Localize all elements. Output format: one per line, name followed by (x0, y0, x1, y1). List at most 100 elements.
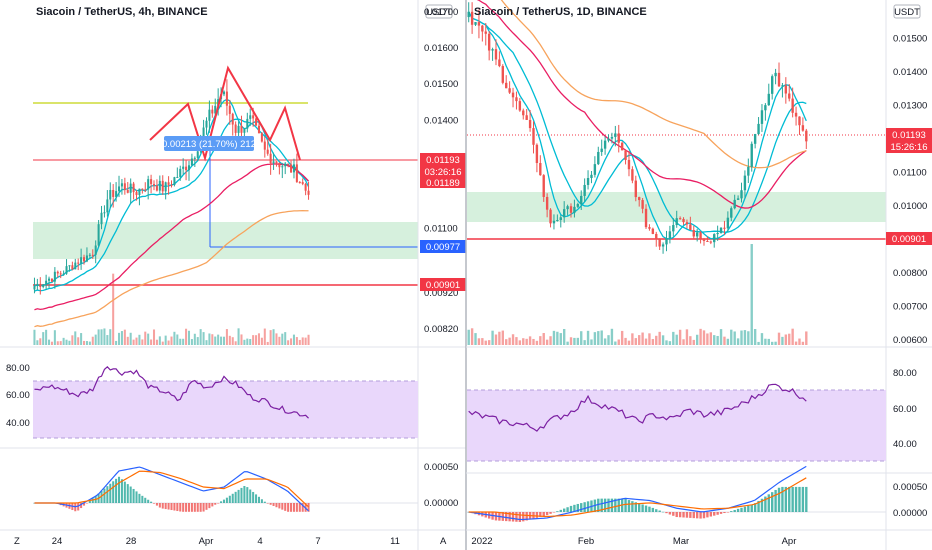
candle-body (545, 196, 549, 210)
right-moving-averages (468, 0, 807, 240)
volume-bar (658, 331, 661, 345)
macd-histogram-bar (784, 486, 788, 512)
right-macd-tick-zero: 0.00000 (893, 508, 927, 519)
macd-histogram-bar (556, 511, 559, 512)
macd-histogram-bar (719, 512, 723, 514)
candle-body (556, 220, 559, 222)
volume-bar (120, 331, 123, 345)
candle-body (117, 186, 121, 192)
right-currency-box[interactable] (893, 4, 921, 19)
left-measure-box[interactable] (164, 136, 254, 151)
volume-bar (747, 331, 750, 345)
macd-histogram-bar (552, 512, 556, 513)
macd-histogram-bar (173, 503, 176, 511)
left-title: Siacoin / TetherUS, 4h, BINANCE (36, 6, 208, 18)
volume-bar (173, 331, 176, 345)
candle-body (150, 179, 153, 185)
macd-histogram-bar (600, 498, 603, 512)
macd-histogram-bar (132, 488, 135, 503)
candle-body (627, 159, 631, 170)
candle-body (214, 105, 217, 114)
left-currency-box[interactable] (425, 4, 453, 19)
candle-body (494, 49, 498, 60)
macd-histogram-bar (161, 503, 164, 509)
right-corner-letter[interactable]: A (440, 536, 447, 547)
right-panel[interactable]: Siacoin / TetherUS, 1D, BINANCE USDT 0.0… (440, 0, 932, 550)
macd-histogram-bar (713, 512, 716, 516)
candle-body (123, 183, 126, 190)
volume-bar (33, 329, 36, 345)
left-candles (33, 79, 310, 295)
candle-body (580, 195, 583, 205)
candle-body (801, 125, 805, 131)
candle-body (77, 262, 80, 264)
candle-body (600, 148, 603, 152)
candle-body (170, 184, 173, 186)
volume-bar (228, 335, 231, 345)
volume-bar (678, 329, 682, 345)
volume-bar (569, 337, 573, 345)
left-corner-letter[interactable]: Z (14, 536, 20, 547)
candle-body (179, 168, 182, 178)
macd-histogram-bar (610, 498, 614, 512)
left-pattern-drawing[interactable] (149, 65, 301, 162)
candle-body (190, 158, 193, 166)
volume-bar (702, 330, 706, 345)
left-rsi-tick-60: 60.00 (6, 390, 30, 401)
volume-bar (522, 338, 525, 345)
volume-bar (222, 336, 226, 345)
macd-histogram-bar (699, 512, 702, 519)
volume-bar (528, 336, 532, 345)
macd-histogram-bar (753, 503, 757, 512)
volume-bar (631, 333, 634, 345)
macd-histogram-bar (260, 499, 263, 503)
volume-bar (100, 329, 103, 345)
candle-body (620, 142, 624, 151)
price-tick: 0.01000 (893, 201, 927, 212)
candle-body (138, 188, 141, 195)
candle-body (699, 232, 702, 239)
candle-body (573, 206, 576, 213)
right-time-tick-apr: Apr (782, 536, 797, 547)
candle-body (641, 200, 644, 209)
macd-histogram-bar (682, 512, 685, 518)
volume-bar (798, 338, 801, 345)
candle-body (74, 262, 77, 270)
candle-body (193, 157, 196, 159)
macd-histogram-bar (304, 503, 307, 512)
volume-bar (699, 328, 702, 345)
macd-histogram-bar (522, 512, 525, 522)
price-tick: 0.01600 (424, 43, 458, 54)
volume-bar (484, 340, 487, 345)
macd-histogram-bar (539, 512, 542, 517)
macd-histogram-bar (586, 501, 590, 512)
candle-body (167, 182, 170, 185)
volume-bar (685, 329, 689, 345)
macd-histogram-bar (771, 492, 774, 512)
volume-bar (269, 330, 272, 345)
candle-body (593, 164, 597, 175)
price-tick: 0.01700 (424, 7, 458, 18)
candle-body (614, 133, 617, 137)
volume-bar (281, 333, 284, 345)
volume-bar (217, 334, 220, 345)
macd-histogram-bar (272, 503, 275, 506)
macd-histogram-bar (170, 503, 173, 511)
macd-histogram-bar (535, 512, 539, 518)
macd-histogram-bar (231, 493, 234, 503)
volume-bar (190, 339, 193, 345)
candle-body (292, 164, 295, 173)
volume-bar (185, 328, 188, 345)
candle-body (173, 177, 176, 186)
candle-body (97, 224, 100, 246)
volume-bar (716, 335, 719, 345)
macd-histogram-bar (135, 491, 138, 503)
candle-body (39, 283, 42, 287)
volume-bar (290, 338, 293, 345)
macd-histogram-bar (580, 503, 583, 512)
left-panel[interactable]: 0.00213 (21.70%) 212 Siacoin / TetherUS,… (0, 0, 466, 550)
left-level-b-bg (420, 240, 466, 253)
macd-histogram-bar (757, 500, 760, 512)
